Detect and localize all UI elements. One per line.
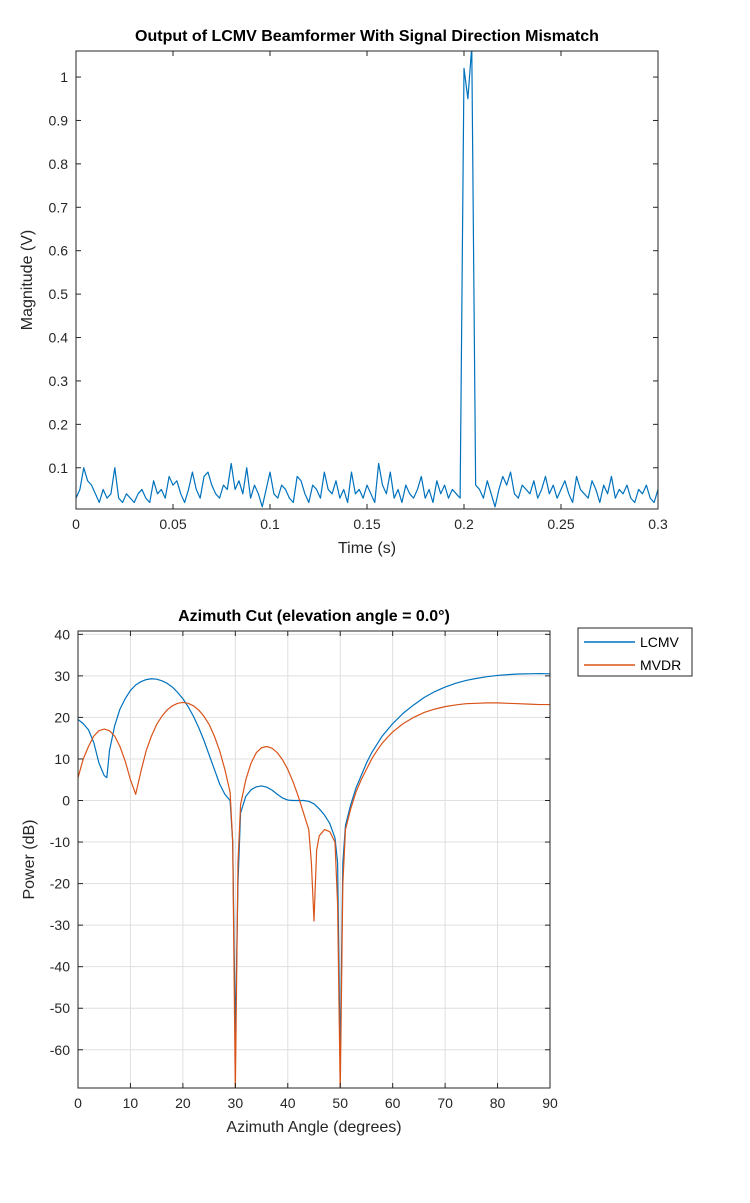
x-tick-label: 20	[175, 1095, 191, 1111]
y-tick-label: 0.6	[49, 243, 69, 259]
x-tick-label: 30	[228, 1095, 244, 1111]
y-tick-label: 30	[54, 668, 70, 684]
plot-area	[78, 631, 550, 1088]
axes-box	[75, 50, 659, 510]
y-tick-label: 0.7	[49, 199, 69, 215]
x-tick-label: 0.15	[353, 516, 380, 532]
x-tick-label: 10	[123, 1095, 139, 1111]
x-tick-label: 50	[332, 1095, 348, 1111]
y-tick-label: 0.1	[49, 460, 69, 476]
y-tick-label: 20	[54, 709, 70, 725]
x-axis-label: Time (s)	[338, 540, 396, 557]
y-axis-label: Magnitude (V)	[19, 230, 36, 331]
y-tick-label: 0.5	[49, 286, 69, 302]
y-tick-label: -60	[50, 1042, 70, 1058]
x-tick-label: 60	[385, 1095, 401, 1111]
y-tick-label: 10	[54, 751, 70, 767]
chart-title: Azimuth Cut (elevation angle = 0.0°)	[178, 608, 450, 625]
y-tick-label: -50	[50, 1000, 70, 1016]
y-tick-label: -40	[50, 959, 70, 975]
x-tick-label: 40	[280, 1095, 296, 1111]
x-tick-label: 0	[74, 1095, 82, 1111]
legend-label-mvdr: MVDR	[640, 657, 681, 673]
series-group	[76, 51, 658, 508]
legend-label-lcmv: LCMV	[640, 634, 680, 650]
axes-box	[77, 630, 551, 1089]
y-tick-label: -10	[50, 834, 70, 850]
time-output-plot: 0 0.05 0.1 0.15 0.2 0.25 0.3 0.1 0.2 0.3 0.4 0.5 0.6…	[19, 28, 668, 557]
y-tick-label: 0.9	[49, 112, 69, 128]
y-tick-label: 40	[54, 626, 70, 642]
y-tick-label: 0	[62, 793, 70, 809]
series-group	[78, 672, 550, 1088]
legend: LCMV MVDR	[577, 627, 693, 677]
y-axis-label: Power (dB)	[21, 819, 38, 899]
y-tick-label: 0.2	[49, 416, 69, 432]
series-line-lcmv	[78, 672, 550, 1063]
x-tick-label: 0.25	[547, 516, 574, 532]
y-tick-label: 1	[60, 69, 68, 85]
x-axis-label: Azimuth Angle (degrees)	[226, 1119, 401, 1136]
plot-area	[76, 51, 658, 509]
azimuth-cut-plot: 0 10 20 30 40 50 60 70 80 90 40 30 20 10 0 -10 -20 -30 -40…	[21, 608, 693, 1136]
x-tick-label: 0	[72, 516, 80, 532]
x-tick-label: 70	[437, 1095, 453, 1111]
x-tick-label: 0.3	[648, 516, 668, 532]
series-line-0	[76, 51, 658, 508]
x-tick-label: 90	[542, 1095, 558, 1111]
x-tick-label: 0.2	[454, 516, 474, 532]
legend-box	[577, 627, 693, 677]
series-line-mvdr	[78, 701, 550, 1088]
x-tick-label: 0.1	[260, 516, 280, 532]
y-tick-label: 0.4	[49, 330, 69, 346]
y-tick-label: -20	[50, 876, 70, 892]
y-tick-label: 0.8	[49, 156, 69, 172]
x-tick-label: 0.05	[159, 516, 186, 532]
y-tick-label: -30	[50, 917, 70, 933]
chart-title: Output of LCMV Beamformer With Signal Di…	[135, 28, 599, 45]
y-tick-label: 0.3	[49, 373, 69, 389]
x-tick-label: 80	[490, 1095, 506, 1111]
